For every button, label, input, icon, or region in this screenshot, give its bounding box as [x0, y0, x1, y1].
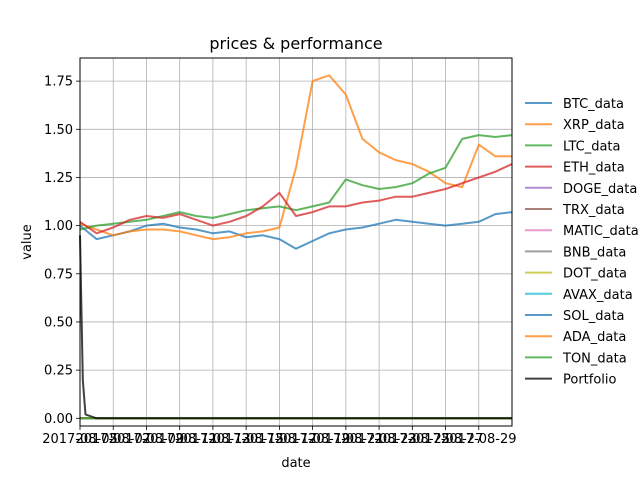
legend-label: MATIC_data	[563, 224, 639, 239]
legend-label: DOGE_data	[563, 182, 637, 197]
x-tick-label: 2017-08-17	[242, 432, 318, 447]
legend-label: DOT_data	[563, 267, 627, 282]
legend-label: Portfolio	[563, 373, 617, 388]
y-tick-label: 1.00	[44, 219, 73, 234]
legend-label: SOL_data	[563, 309, 625, 324]
x-tick-label: 2017-08-07	[75, 432, 151, 447]
x-tick-label: 2017-08-23	[341, 432, 417, 447]
legend-label: TRX_data	[562, 203, 625, 218]
y-tick-label: 0.75	[44, 267, 73, 282]
y-tick-label: 1.25	[44, 171, 73, 186]
x-axis-label: date	[281, 456, 310, 471]
legend-label: ETH_data	[563, 161, 625, 176]
x-tick-label: 2017-08-11	[142, 432, 218, 447]
axes-frame	[79, 57, 513, 427]
series-line-ltc-data	[79, 134, 513, 231]
y-axis-label: value	[20, 224, 35, 260]
y-tick-label: 1.75	[44, 75, 73, 90]
x-tick-label: 2017-08-25	[375, 432, 451, 447]
legend-label: ADA_data	[563, 330, 626, 345]
y-tick-label: 0.50	[44, 315, 73, 330]
x-tick-label: 2017-08-27	[408, 432, 484, 447]
y-tick-label: 0.00	[44, 412, 73, 427]
x-tick-label: 2017-08-09	[109, 432, 185, 447]
legend: BTC_data XRP_data LTC_data ETH_data DOGE_dat…	[525, 97, 639, 388]
legend-label: BNB_data	[563, 245, 626, 260]
series-line-xrp-data	[79, 74, 512, 241]
legend-label: BTC_data	[563, 97, 624, 112]
plot-area	[79, 74, 513, 420]
x-tick-label: 2017-08-21	[308, 432, 384, 447]
legend-label: XRP_data	[563, 118, 625, 133]
legend-label: TON_data	[562, 351, 627, 366]
y-axis: 0.00 0.25 0.50 0.75 1.00 1.25 1.50 1.75	[44, 75, 80, 427]
chart-title: prices & performance	[209, 34, 382, 53]
series-line-portfolio	[79, 235, 512, 420]
x-tick-label: 2017-08-29	[441, 432, 517, 447]
x-tick-label: 2017-08-05	[42, 432, 118, 447]
y-tick-label: 0.25	[44, 364, 73, 379]
x-tick-label: 2017-08-19	[275, 432, 351, 447]
legend-label: LTC_data	[563, 139, 621, 154]
legend-label: AVAX_data	[563, 288, 633, 303]
y-tick-label: 1.50	[44, 123, 73, 138]
x-tick-label: 2017-08-15	[208, 432, 284, 447]
series-line-btc-data	[79, 211, 513, 250]
x-tick-label: 2017-08-13	[175, 432, 251, 447]
series-line-eth-data	[79, 163, 513, 235]
x-axis: 2017-08-052017-08-072017-08-092017-08-11…	[42, 426, 517, 447]
